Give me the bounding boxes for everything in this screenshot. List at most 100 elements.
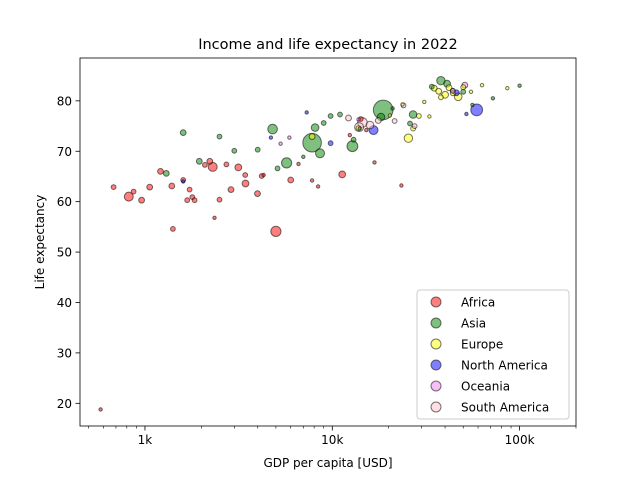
legend-label: Europe — [461, 338, 503, 352]
legend-label: North America — [461, 359, 548, 373]
y-tick-label: 70 — [57, 145, 72, 159]
data-point — [365, 120, 375, 130]
data-point — [327, 140, 334, 147]
data-point — [287, 135, 292, 140]
data-point — [309, 178, 315, 183]
data-point — [168, 182, 176, 190]
chart-title: Income and life expectancy in 2022 — [198, 37, 458, 53]
legend-label: South America — [461, 401, 549, 415]
data-point — [304, 110, 309, 115]
data-point — [216, 133, 223, 140]
data-point — [223, 161, 230, 168]
data-point — [268, 135, 274, 140]
data-point — [308, 133, 316, 141]
data-point — [468, 89, 474, 95]
plot-frame — [79, 57, 577, 427]
data-point — [146, 183, 154, 191]
data-point — [242, 172, 249, 178]
x-tick-label: 10k — [321, 433, 343, 447]
data-point — [162, 170, 170, 177]
data-point — [310, 123, 320, 132]
x-axis-label: GDP per capita [USD] — [263, 456, 392, 470]
data-point — [438, 94, 444, 101]
data-point — [337, 111, 343, 118]
data-point — [422, 99, 427, 105]
legend: Africa Asia Europe North America Oceania Sout… — [416, 289, 570, 420]
data-point — [278, 141, 283, 146]
data-point — [479, 83, 485, 88]
data-point — [179, 129, 187, 137]
data-point — [138, 196, 146, 204]
data-point — [364, 127, 369, 133]
legend-marker — [430, 338, 442, 350]
x-axis: 1k 10k 100k — [88, 426, 577, 447]
data-point — [490, 96, 496, 101]
legend-marker — [430, 401, 442, 413]
data-point — [98, 407, 103, 412]
data-point — [372, 160, 377, 165]
y-tick-label: 20 — [57, 397, 72, 411]
data-point — [408, 110, 418, 119]
data-point — [110, 184, 117, 191]
data-point — [170, 226, 176, 232]
data-point — [449, 87, 456, 94]
data-point — [130, 188, 137, 195]
y-axis-label: Life expectancy — [33, 195, 47, 290]
data-point — [281, 157, 293, 169]
data-point — [387, 113, 393, 118]
data-point — [231, 147, 238, 154]
data-point — [464, 111, 469, 117]
data-point — [301, 154, 306, 160]
data-point — [320, 120, 327, 126]
data-point — [186, 186, 193, 193]
data-point — [338, 170, 347, 179]
legend-marker — [430, 296, 442, 308]
data-point — [184, 197, 191, 204]
data-point — [287, 176, 295, 184]
data-point — [374, 117, 382, 124]
data-point — [411, 123, 418, 129]
data-point — [267, 123, 278, 135]
data-point — [181, 179, 186, 184]
y-axis: 20 30 40 50 60 70 80 — [57, 94, 80, 411]
data-point — [315, 148, 325, 159]
data-point — [350, 136, 357, 143]
y-tick-label: 40 — [57, 296, 72, 310]
legend-marker — [430, 380, 442, 392]
data-point — [428, 83, 435, 90]
data-point — [357, 126, 362, 131]
legend-label: Oceania — [461, 380, 510, 394]
data-point — [270, 225, 282, 237]
data-point — [261, 172, 266, 178]
data-point — [227, 186, 235, 194]
data-point — [470, 103, 484, 117]
data-point — [241, 179, 250, 188]
data-point — [254, 146, 261, 153]
data-point — [157, 168, 164, 175]
data-points — [98, 76, 522, 412]
data-point — [460, 84, 467, 91]
y-tick-label: 60 — [57, 195, 72, 209]
data-point — [315, 184, 321, 189]
data-point — [212, 215, 217, 221]
data-point — [274, 165, 281, 172]
y-tick-label: 30 — [57, 346, 72, 360]
data-point — [254, 190, 261, 198]
legend-box — [416, 289, 570, 420]
data-point — [206, 157, 214, 165]
data-point — [416, 113, 422, 119]
x-tick-label: 100k — [505, 433, 535, 447]
data-point — [390, 106, 395, 111]
legend-label: Asia — [461, 317, 486, 331]
data-point — [427, 114, 432, 119]
data-point — [327, 113, 334, 119]
data-point — [345, 114, 352, 122]
data-point — [346, 140, 359, 153]
data-point — [505, 86, 510, 91]
data-point — [356, 117, 361, 122]
data-point — [123, 191, 134, 202]
data-point — [191, 197, 198, 204]
x-tick-label: 1k — [138, 433, 153, 447]
data-point — [517, 83, 522, 88]
